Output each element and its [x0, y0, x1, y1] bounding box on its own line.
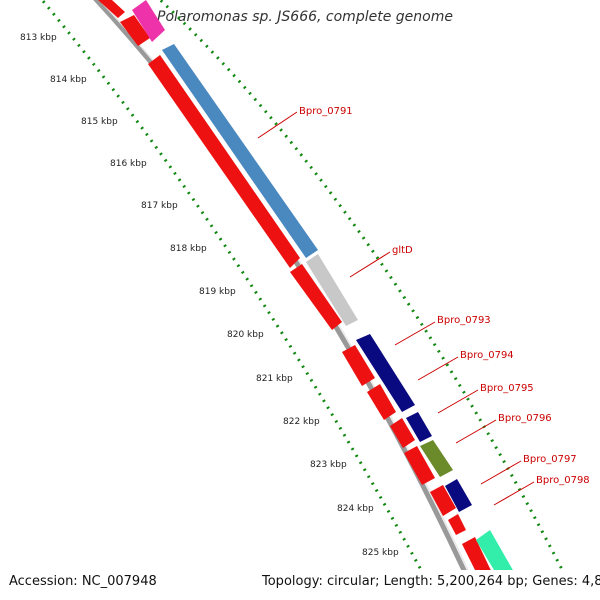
genome-backbone — [93, 0, 467, 570]
ruler-tick-label: 820 kbp — [227, 330, 264, 340]
gene-label-bpro-0791[interactable]: Bpro_0791 — [299, 106, 353, 117]
ruler-tick-label: 824 kbp — [337, 504, 374, 514]
gene-label-leader — [493, 481, 535, 506]
gene-bpro-0793 — [342, 345, 375, 386]
gene-label-bpro-0793[interactable]: Bpro_0793 — [437, 315, 491, 326]
gene-label-leader — [417, 356, 459, 381]
gene-bpro-0798 — [448, 514, 466, 535]
gene-label-leader — [480, 460, 522, 485]
gene-label-bpro-0795[interactable]: Bpro_0795 — [480, 383, 534, 394]
gene-label-bpro-0797[interactable]: Bpro_0797 — [523, 454, 577, 465]
ruler-tick-label: 814 kbp — [50, 75, 87, 85]
gene-navy-1 — [356, 334, 415, 412]
ruler-tick-label: 819 kbp — [199, 287, 236, 297]
genome-backbone-highlight — [98, 0, 469, 570]
ruler-tick-label: 825 kbp — [362, 548, 399, 558]
gene-aqua — [476, 530, 513, 570]
ruler-tick-label: 816 kbp — [110, 159, 147, 169]
gene-bpro-0796 — [404, 446, 435, 485]
ruler-tick-label: 813 kbp — [20, 33, 57, 43]
gene-bpro-0791 — [148, 55, 300, 268]
gene-navy-2 — [406, 412, 432, 442]
gene-label-leader — [349, 251, 391, 278]
gene-steelblue — [162, 44, 318, 258]
gene-label-bpro-0794[interactable]: Bpro_0794 — [460, 350, 514, 361]
gene-gltd — [290, 264, 342, 330]
gene-label-leader — [437, 389, 479, 414]
gene-labels: Bpro_0791 gltD Bpro_0793 Bpro_0794 Bpro_0795… — [257, 106, 590, 506]
gene-cds-1 — [120, 15, 150, 46]
gene-bpro-0795 — [390, 418, 415, 448]
gene-lightgrey — [306, 254, 358, 326]
gene-cds-bottom — [462, 537, 491, 570]
gene-bpro-0794 — [367, 384, 396, 420]
topology-summary: Topology: circular; Length: 5,200,264 bp… — [262, 574, 600, 589]
gene-label-gltd[interactable]: gltD — [392, 245, 413, 256]
gene-olive — [420, 440, 453, 477]
gene-label-bpro-0796[interactable]: Bpro_0796 — [498, 413, 552, 424]
gene-label-leader — [257, 111, 298, 139]
gene-label-leader — [455, 419, 497, 444]
ruler-tick-label: 823 kbp — [310, 460, 347, 470]
inner-dot-ring — [40, 0, 423, 570]
gene-cds-top — [98, 0, 125, 18]
accession-text: Accession: NC_007948 — [9, 574, 157, 589]
gene-label-leader — [394, 321, 436, 346]
map-title: Polaromonas sp. JS666, complete genome — [157, 9, 453, 25]
ruler-tick-label: 821 kbp — [256, 374, 293, 384]
gene-magenta — [132, 0, 165, 42]
gene-label-bpro-0798[interactable]: Bpro_0798 — [536, 475, 590, 486]
ruler-tick-label: 817 kbp — [141, 201, 178, 211]
ruler-tick-label: 815 kbp — [81, 117, 118, 127]
ruler-ticks: 813 kbp 814 kbp 815 kbp 816 kbp 817 kbp 818 k… — [20, 33, 399, 558]
gene-bpro-0797 — [430, 485, 456, 516]
ruler-tick-label: 822 kbp — [283, 417, 320, 427]
ruler-tick-label: 818 kbp — [170, 244, 207, 254]
gene-navy-3 — [445, 479, 472, 512]
